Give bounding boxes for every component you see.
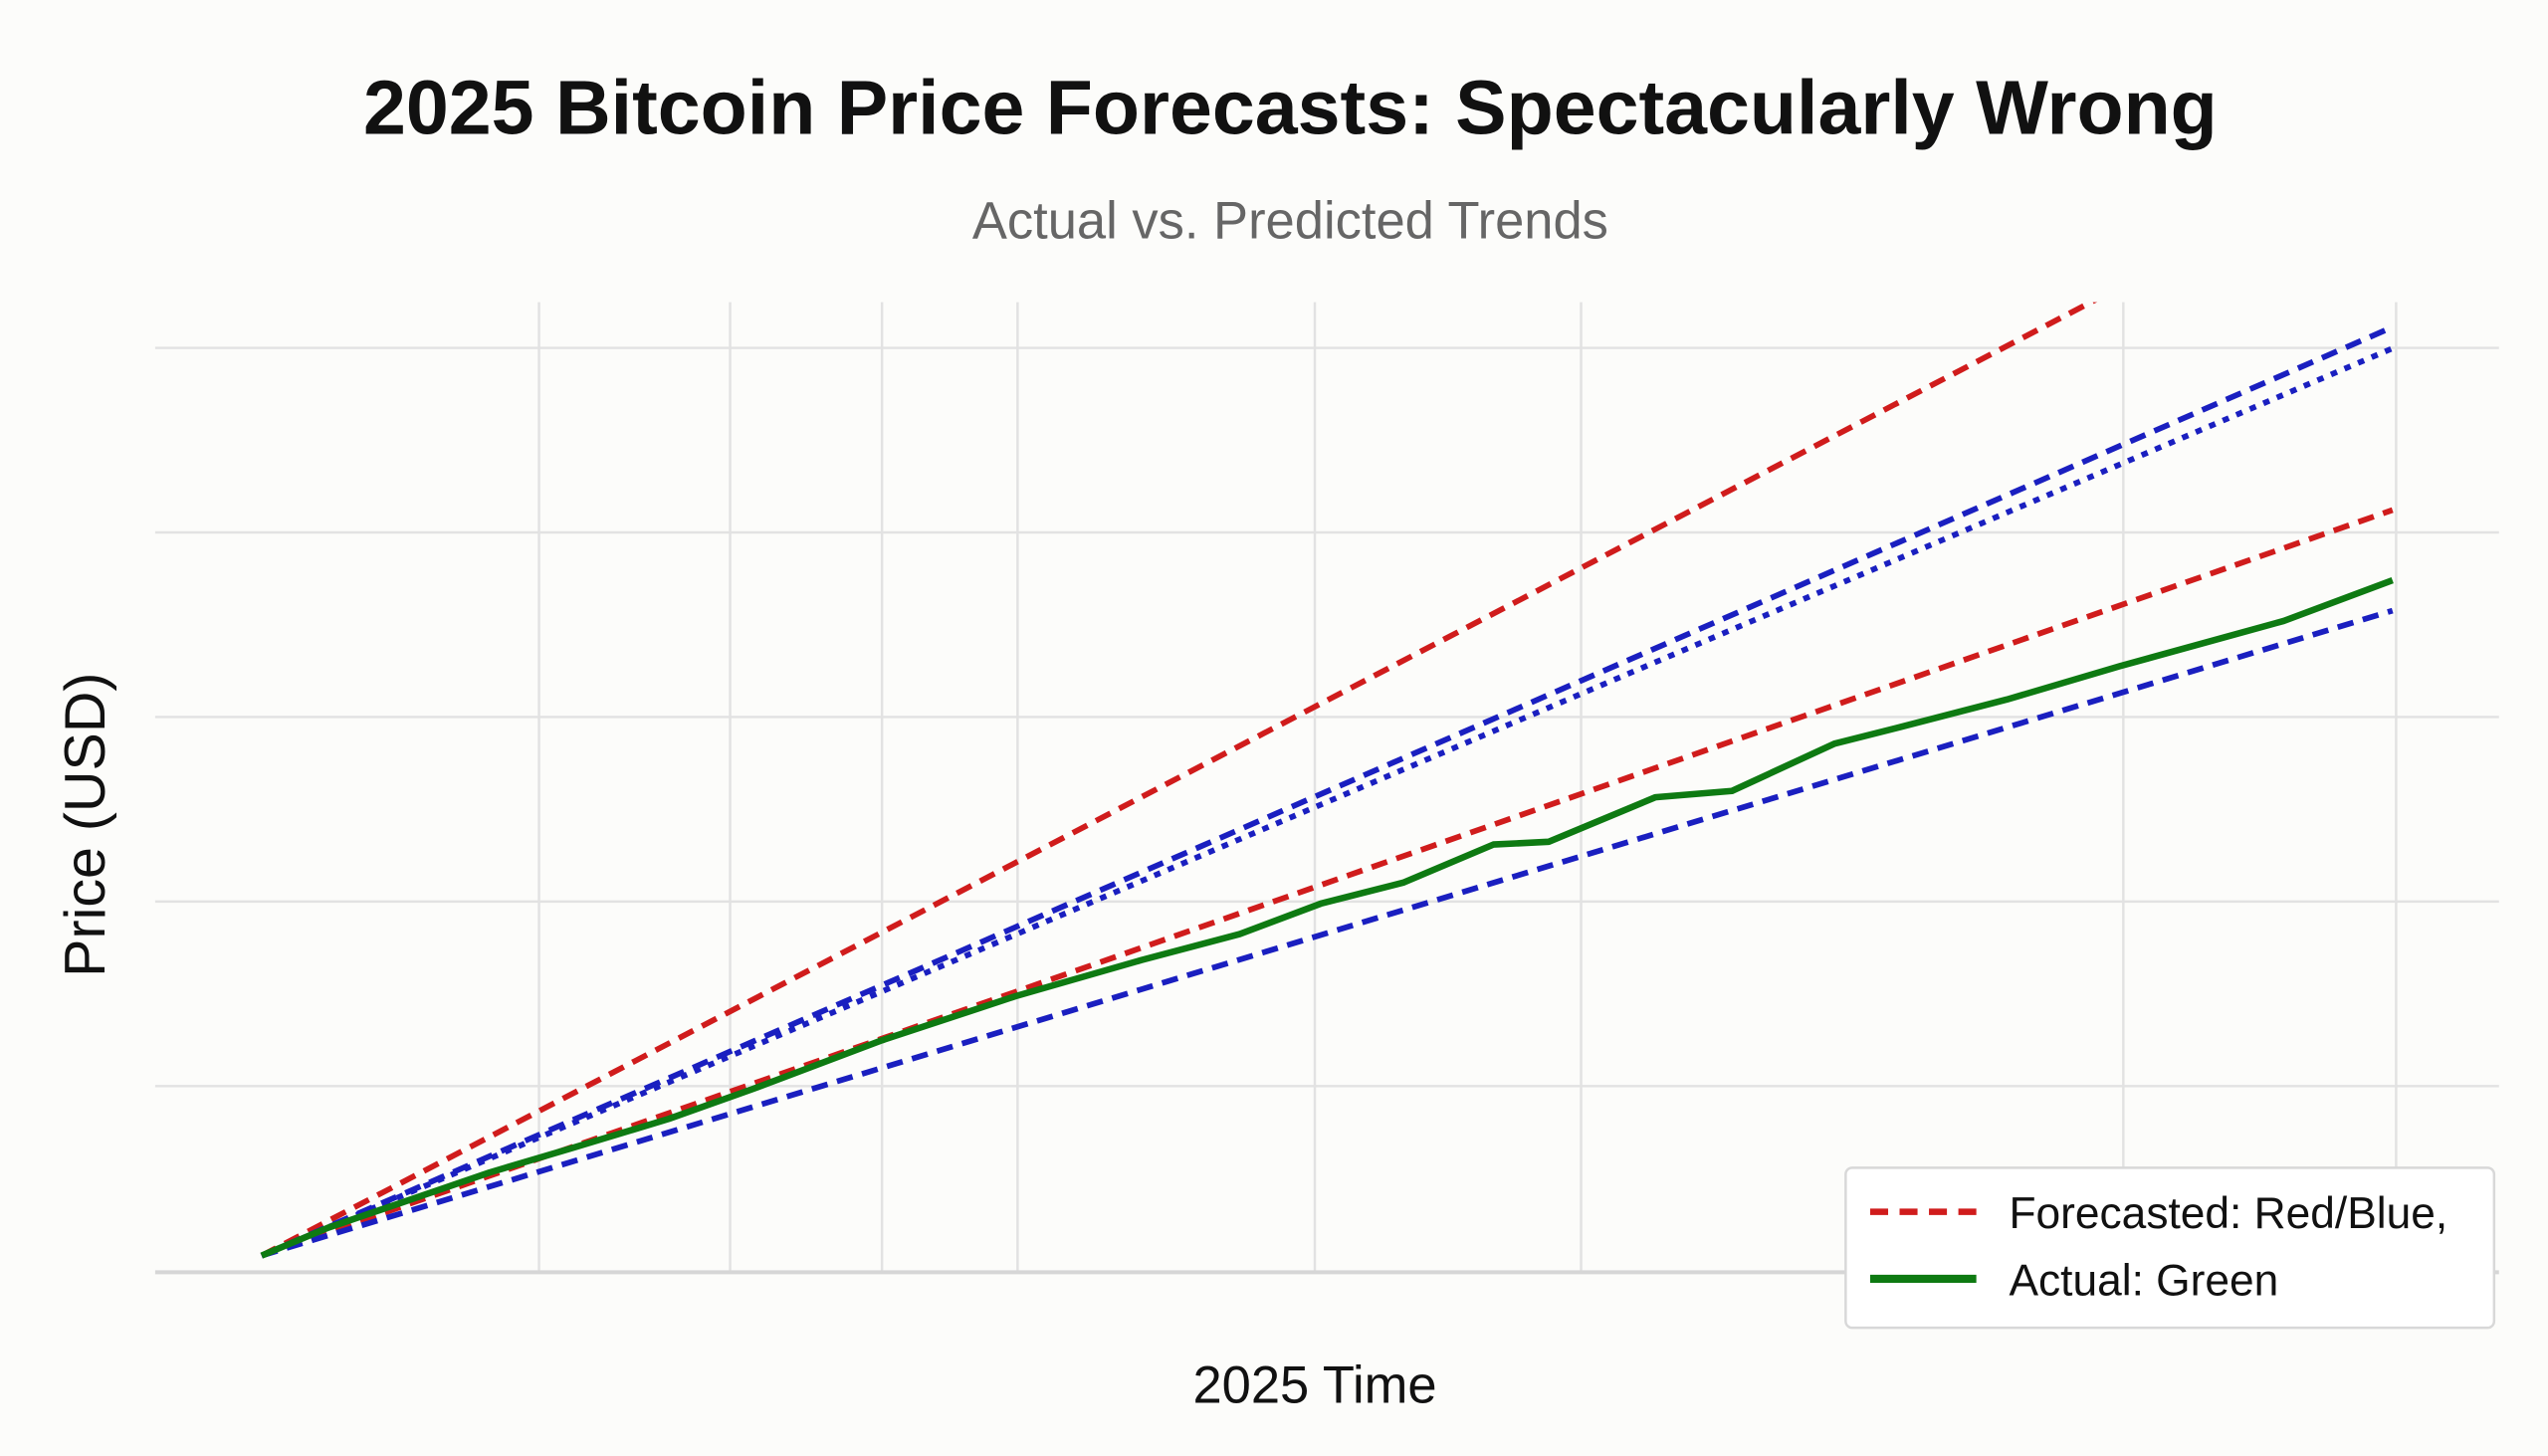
series-line-0-dashed: [260, 302, 2098, 1259]
series-line-4-dashed: [261, 607, 2394, 1259]
series-line-5-solid: [260, 576, 2394, 1259]
series-line-1-dashed: [260, 324, 2394, 1259]
legend-box: [1844, 1166, 2496, 1330]
y-axis-label: Price (USD): [54, 673, 117, 977]
chart-subtitle: Actual vs. Predicted Trends: [972, 192, 1608, 251]
x-axis-label: 2025 Time: [1192, 1356, 1436, 1415]
series-lines: [260, 302, 2394, 1259]
legend-label-forecast: Forecasted: Red/Blue,: [2009, 1189, 2447, 1238]
series-line-2-dotted: [260, 345, 2394, 1259]
chart-title: 2025 Bitcoin Price Forecasts: Spectacula…: [363, 66, 2218, 151]
legend-label-actual: Actual: Green: [2009, 1256, 2278, 1305]
legend: Forecasted: Red/Blue, Actual: Green: [1844, 1166, 2496, 1330]
